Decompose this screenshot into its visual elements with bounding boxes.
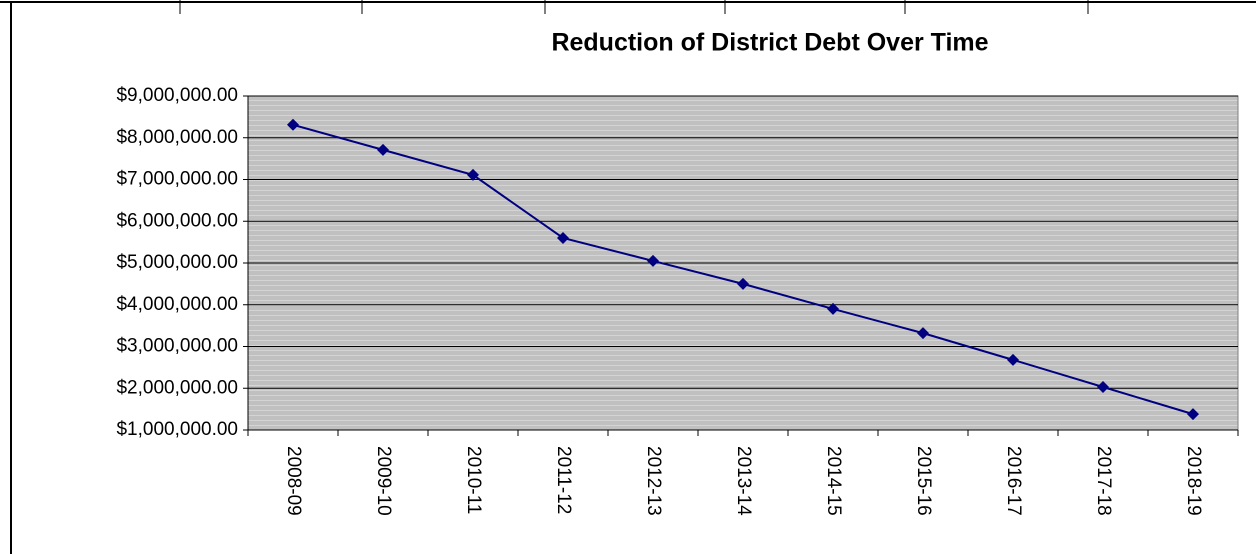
data-marker: [557, 231, 569, 244]
x-tick-label: 2015-16: [913, 446, 934, 516]
data-marker: [647, 254, 659, 267]
data-marker: [377, 143, 389, 156]
data-marker: [287, 118, 299, 131]
data-marker: [1097, 380, 1109, 393]
y-tick-label: $6,000,000.00: [116, 210, 238, 231]
x-tick-label: 2008-09: [283, 446, 304, 516]
y-tick-label: $4,000,000.00: [116, 294, 238, 315]
x-tick-label: 2018-19: [1183, 446, 1204, 516]
y-tick-label: $8,000,000.00: [116, 127, 238, 148]
data-marker: [917, 327, 929, 340]
data-marker: [1187, 408, 1199, 421]
y-tick-label: $7,000,000.00: [116, 169, 238, 190]
data-marker: [1007, 353, 1019, 366]
x-tick-label: 2010-11: [463, 446, 484, 514]
x-tick-label: 2017-18: [1093, 446, 1114, 516]
x-tick-label: 2009-10: [373, 446, 394, 516]
x-tick-label: 2016-17: [1003, 446, 1024, 516]
y-tick-label: $5,000,000.00: [116, 252, 238, 273]
x-tick-label: 2014-15: [823, 446, 844, 516]
y-tick-label: $3,000,000.00: [116, 336, 238, 357]
data-marker: [827, 302, 839, 315]
y-tick-label: $9,000,000.00: [116, 85, 238, 106]
y-tick-label: $2,000,000.00: [116, 377, 238, 398]
chart-title: Reduction of District Debt Over Time: [551, 29, 988, 57]
data-marker: [737, 277, 749, 290]
data-marker: [467, 168, 479, 181]
x-tick-label: 2012-13: [643, 446, 664, 516]
sheet-cell-edges: [179, 0, 1089, 14]
x-tick-label: 2013-14: [733, 446, 754, 516]
y-tick-label: $1,000,000.00: [116, 419, 238, 440]
x-tick-label: 2011-12: [553, 446, 574, 514]
